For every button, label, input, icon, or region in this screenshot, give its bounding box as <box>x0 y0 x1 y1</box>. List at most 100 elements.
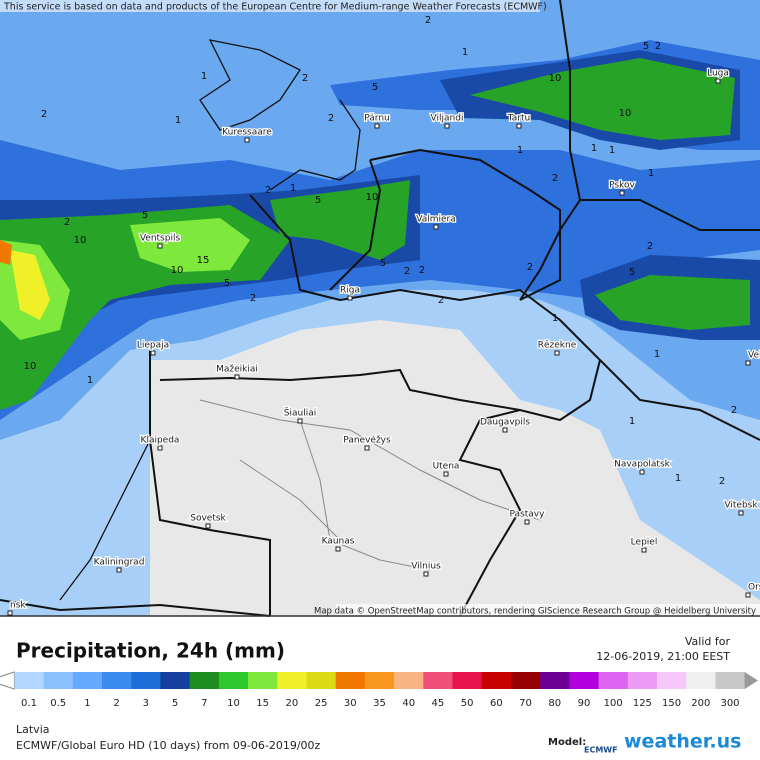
city-marker <box>516 123 522 129</box>
city-marker <box>423 571 429 577</box>
city-label: Pärnu <box>364 114 390 124</box>
city-marker <box>374 123 380 129</box>
city-label: Utena <box>433 462 460 472</box>
city-label: Valmiera <box>416 215 456 225</box>
city-marker <box>554 350 560 356</box>
city-marker <box>347 295 353 301</box>
legend-label: 45 <box>432 698 445 709</box>
city-label: Ventspils <box>140 234 181 244</box>
city-label: Pskov <box>609 181 635 191</box>
contour-label: 1 <box>591 143 597 154</box>
contour-label: 2 <box>552 173 558 184</box>
contour-label: 1 <box>517 145 523 156</box>
city-marker <box>157 445 163 451</box>
legend-label: 0.5 <box>50 698 66 709</box>
contour-label: 1 <box>648 168 654 179</box>
contour-label: 1 <box>462 47 468 58</box>
contour-label: 10 <box>24 361 37 372</box>
contour-label: 2 <box>328 113 334 124</box>
city-label: Sovetsk <box>190 514 226 524</box>
contour-label: 2 <box>302 73 308 84</box>
precip-lightgreen <box>130 218 250 272</box>
contour-label: 1 <box>290 183 296 194</box>
legend-swatch <box>510 672 541 689</box>
contour-label: 2 <box>731 405 737 416</box>
contour-label: 2 <box>647 241 653 252</box>
contour-label: 2 <box>41 109 47 120</box>
region: Latvia <box>16 723 50 736</box>
city-marker <box>116 567 122 573</box>
legend-label: 125 <box>633 698 652 709</box>
city-marker <box>443 471 449 477</box>
legend-label: 50 <box>461 698 474 709</box>
city-label: Mažeikiai <box>216 365 258 375</box>
valid-time: 12-06-2019, 21:00 EEST <box>596 650 730 663</box>
contour-label: 1 <box>654 349 660 360</box>
contour-label: 2 <box>419 265 425 276</box>
legend-label: 300 <box>720 698 739 709</box>
city-label: Luga <box>707 69 729 79</box>
contour-label: 5 <box>380 258 386 269</box>
model-run: ECMWF/Global Euro HD (10 days) from 09-0… <box>16 739 321 752</box>
credit-bg <box>336 604 760 616</box>
city-label: Lepiel <box>631 538 658 548</box>
contour-label: 5 <box>372 82 378 93</box>
city-label: nsk <box>10 601 26 611</box>
contour-label: 1 <box>87 375 93 386</box>
legend-swatch <box>452 672 483 689</box>
city-marker <box>297 418 303 424</box>
legend-swatch <box>569 672 600 689</box>
roads <box>199 399 541 571</box>
city-marker <box>433 224 439 230</box>
legend-label: 5 <box>172 698 178 709</box>
city-label: Viljandi <box>431 114 464 124</box>
contour-label: 2 <box>425 15 431 26</box>
city-marker <box>639 469 645 475</box>
legend-swatch <box>72 672 103 689</box>
city-label: Klaipeda <box>141 436 180 446</box>
city-label: Daugavpils <box>480 418 530 428</box>
contour-label: 15 <box>197 255 210 266</box>
legend-swatch <box>335 672 366 689</box>
legend-swatch <box>540 672 570 689</box>
map-credit: Map data © OpenStreetMap contributors, r… <box>314 607 756 617</box>
contour-label: 5 <box>643 41 649 52</box>
city-marker <box>364 445 370 451</box>
legend-swatch <box>306 672 337 689</box>
legend-label: 7 <box>201 698 207 709</box>
city-marker <box>234 374 240 380</box>
city-label: Navapolatsk <box>614 460 671 470</box>
city-label: Riga <box>340 286 360 296</box>
city-label: Šiauliai <box>284 407 316 419</box>
legend-label: 90 <box>578 698 591 709</box>
legend-label: 3 <box>143 698 149 709</box>
legend-label: 80 <box>548 698 561 709</box>
city-marker <box>335 546 341 552</box>
city-marker <box>205 523 211 529</box>
contour-label: 10 <box>74 235 87 246</box>
city-label: Liepaja <box>137 341 169 351</box>
contour-label: 1 <box>175 115 181 126</box>
city-label: Vilnius <box>411 562 441 572</box>
city-label: Tartu <box>507 114 530 124</box>
legend-swatch <box>686 672 716 689</box>
city-marker <box>619 190 625 196</box>
legend-label: 35 <box>373 698 386 709</box>
legend-swatch <box>102 672 132 689</box>
legend-swatch <box>160 672 191 689</box>
legend-swatch <box>394 672 424 689</box>
contour-label: 10 <box>171 265 184 276</box>
legend-label: 200 <box>691 698 710 709</box>
precip-yellow <box>10 250 50 320</box>
contour-label: 5 <box>224 278 230 289</box>
legend-label: 30 <box>344 698 357 709</box>
contour-label: 10 <box>366 192 379 203</box>
city-marker <box>524 519 530 525</box>
legend-label: 0.1 <box>21 698 37 709</box>
contour-label: 5 <box>629 267 635 278</box>
contour-label: 10 <box>619 108 632 119</box>
contour-label: 5 <box>142 210 148 221</box>
contour-label: 1 <box>609 145 615 156</box>
contour-label: 2 <box>64 217 70 228</box>
